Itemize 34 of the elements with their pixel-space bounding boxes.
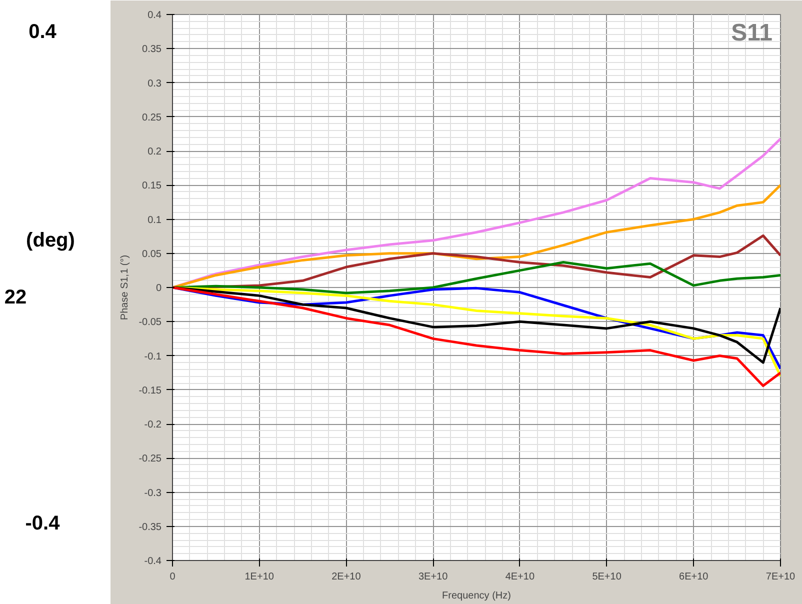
x-axis-title: Frequency (Hz) [442, 590, 511, 602]
annotation: S11 [731, 20, 773, 46]
y-tick-label: 0.15 [142, 180, 162, 192]
y-tick-label: -0.1 [144, 351, 162, 362]
x-tick-label: 5E+10 [592, 572, 622, 582]
x-tick-label: 0 [170, 572, 176, 582]
y-tick-label: -0.25 [138, 454, 162, 465]
y-tick-label: -0.35 [138, 522, 162, 533]
line-series [172, 260, 780, 294]
y-tick-label: 0.1 [148, 214, 162, 226]
y-tick-label: 0.05 [142, 248, 162, 260]
y-tick-label: 0.4 [148, 10, 162, 21]
text: -0.4 [25, 512, 61, 535]
y-tick-label: -0.4 [144, 556, 162, 567]
y-tick-label: 0.3 [148, 78, 162, 90]
x-tick-label: 4E+10 [505, 572, 535, 582]
y-tick-label: -0.15 [138, 385, 162, 396]
y-tick-label: -0.3 [144, 488, 162, 499]
y-axis-title: Phase S1,1 (°) [120, 254, 131, 320]
y-tick-label: 0.2 [148, 146, 162, 158]
x-tick-label: 3E+10 [418, 572, 448, 582]
y-tick-label: 0.25 [142, 112, 162, 124]
line-series [172, 184, 780, 289]
text: 22 [4, 286, 27, 309]
x-tick-label: 6E+10 [679, 572, 709, 582]
y-tick-label: 0.35 [142, 44, 162, 56]
x-tick-label: 2E+10 [332, 572, 362, 582]
x-tick-label: 7E+10 [766, 572, 796, 582]
text: (deg) [26, 229, 75, 252]
y-tick-label: 0 [156, 283, 162, 294]
y-tick-label: -0.2 [144, 420, 162, 430]
text: 0.4 [28, 20, 58, 43]
y-tick-label: -0.05 [138, 317, 162, 328]
x-tick-label: 1E+10 [244, 572, 274, 582]
